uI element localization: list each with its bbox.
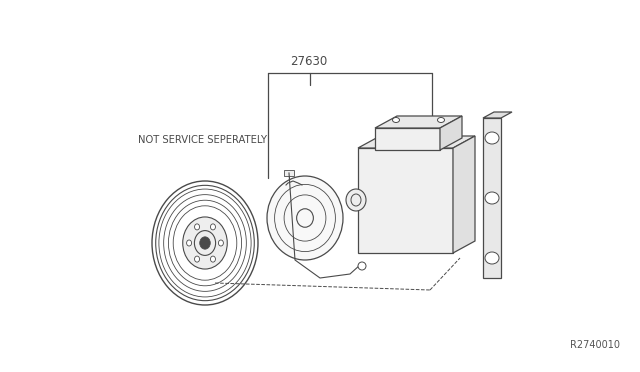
Ellipse shape	[267, 176, 343, 260]
Text: R2740010: R2740010	[570, 340, 620, 350]
Ellipse shape	[218, 240, 223, 246]
Polygon shape	[358, 136, 475, 148]
Ellipse shape	[485, 192, 499, 204]
Polygon shape	[375, 116, 462, 128]
Polygon shape	[483, 118, 501, 278]
Text: 27630: 27630	[290, 55, 327, 68]
Ellipse shape	[211, 224, 216, 230]
Ellipse shape	[392, 118, 399, 122]
Ellipse shape	[485, 252, 499, 264]
Polygon shape	[453, 136, 475, 253]
Ellipse shape	[187, 240, 191, 246]
Polygon shape	[483, 112, 512, 118]
Ellipse shape	[485, 132, 499, 144]
Ellipse shape	[358, 262, 366, 270]
Polygon shape	[284, 170, 294, 176]
Ellipse shape	[195, 256, 200, 262]
Polygon shape	[358, 148, 453, 253]
Text: NOT SERVICE SEPERATELY: NOT SERVICE SEPERATELY	[138, 135, 267, 145]
Ellipse shape	[183, 217, 227, 269]
Polygon shape	[375, 128, 440, 150]
Ellipse shape	[346, 189, 366, 211]
Ellipse shape	[195, 224, 200, 230]
Polygon shape	[440, 116, 462, 150]
Ellipse shape	[211, 256, 216, 262]
Ellipse shape	[200, 237, 211, 249]
Ellipse shape	[438, 118, 445, 122]
